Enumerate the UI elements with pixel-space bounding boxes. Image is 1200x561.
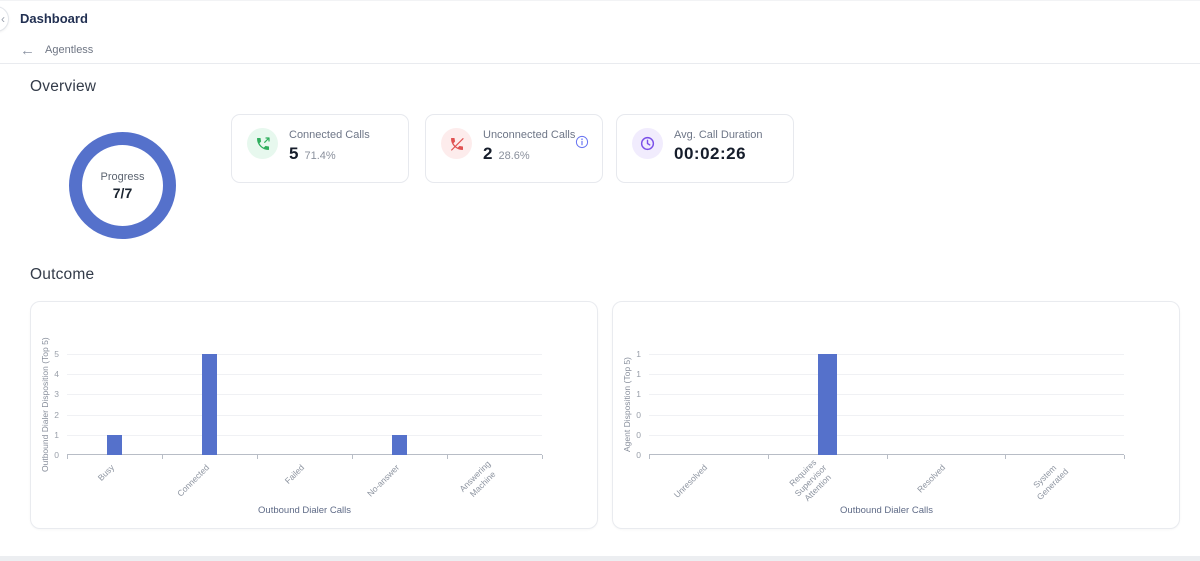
card-value: 00:02:26: [674, 144, 747, 163]
card-value-row: 00:02:26: [674, 144, 762, 164]
x-axis-tick: [257, 455, 258, 459]
card-value: 2: [483, 144, 493, 163]
info-circle-icon[interactable]: [575, 135, 589, 149]
y-tick-label: 1: [636, 389, 641, 400]
y-axis-title: Outbound Dialer Disposition (Top 5): [40, 337, 50, 472]
y-gridline: [67, 414, 542, 416]
progress-value: 7/7: [112, 184, 133, 201]
card-label: Unconnected Calls: [483, 129, 576, 141]
card-body: Unconnected Calls 2 28.6%: [483, 129, 575, 164]
outbound-dialer-disposition-chart: 0 1 2 3 4 5 Busy Connected Failed No-answer Answer…: [30, 301, 598, 529]
progress-label: Progress: [100, 170, 145, 183]
x-category-label: Requires Supervisor Attention: [787, 457, 834, 504]
y-gridline: [67, 374, 542, 376]
back-arrow-icon[interactable]: ←: [20, 41, 35, 59]
y-gridline: [649, 394, 1124, 396]
y-gridline: [67, 434, 542, 436]
y-tick-label: 4: [54, 369, 59, 380]
agent-disposition-chart: 0 0 0 1 1 1 Unresolved Requires Supervisor Atte…: [612, 301, 1180, 529]
plot-area: 0 0 0 1 1 1 Unresolved Requires Supervisor Atte…: [636, 349, 1125, 503]
card-percent: 28.6%: [498, 150, 530, 162]
x-category-label: Unresolved: [672, 462, 710, 500]
x-category-label: System Generated: [1030, 462, 1070, 502]
x-axis-tick: [447, 455, 448, 459]
x-axis-tick: [1124, 455, 1125, 459]
y-gridline: [649, 374, 1124, 376]
outcome-section-title: Outcome: [30, 266, 95, 283]
breadcrumb: ← Agentless: [20, 40, 93, 60]
y-tick-label: 5: [54, 349, 59, 359]
bar-connected[interactable]: [202, 354, 217, 455]
y-tick-label: 1: [636, 369, 641, 380]
sidebar-collapse-button[interactable]: ‹: [0, 6, 9, 32]
card-label: Connected Calls: [289, 129, 370, 141]
bar-no-answer[interactable]: [392, 434, 407, 455]
x-axis-title: Outbound Dialer Calls: [840, 505, 933, 516]
x-axis-tick: [352, 455, 353, 459]
card-label: Avg. Call Duration: [674, 129, 763, 141]
y-tick-label: 0: [636, 450, 641, 460]
bottom-strip: [0, 556, 1200, 561]
x-axis-tick: [162, 455, 163, 459]
x-category-label: Connected: [174, 462, 211, 499]
x-category-label: Resolved: [914, 462, 948, 495]
overview-section-title: Overview: [30, 78, 97, 95]
y-gridline: [67, 394, 542, 396]
breadcrumb-label: Agentless: [45, 44, 94, 56]
x-axis-tick: [649, 455, 650, 459]
x-category-label: Failed: [282, 462, 306, 486]
card-value: 5: [289, 144, 299, 163]
x-axis-tick: [1005, 455, 1007, 459]
y-axis-title: Agent Disposition (Top 5): [622, 357, 632, 452]
x-axis-tick: [67, 455, 68, 459]
y-gridline: [67, 354, 542, 355]
page-title: Dashboard: [20, 11, 88, 26]
card-body: Connected Calls 5 71.4%: [289, 129, 370, 164]
x-category-label: Busy: [95, 462, 116, 483]
x-category-label: Answering Machine: [456, 458, 497, 499]
card-percent: 71.4%: [304, 150, 336, 162]
progress-donut: Progress 7/7: [69, 132, 176, 239]
clock-icon: [632, 128, 663, 159]
y-tick-label: 1: [636, 349, 641, 359]
y-tick-label: 3: [54, 389, 59, 400]
header-divider: [0, 63, 1200, 64]
y-tick-label: 1: [54, 429, 59, 440]
card-body: Avg. Call Duration 00:02:26: [674, 129, 762, 164]
y-tick-label: 0: [54, 450, 59, 460]
y-tick-label: 0: [636, 429, 641, 440]
card-value-row: 5 71.4%: [289, 144, 370, 164]
x-axis-tick: [767, 455, 769, 459]
x-axis-tick: [542, 455, 543, 459]
card-value-row: 2 28.6%: [483, 144, 575, 164]
y-tick-label: 2: [54, 409, 59, 420]
y-gridline: [649, 434, 1124, 436]
x-axis-title: Outbound Dialer Calls: [258, 505, 351, 516]
x-axis-tick: [886, 455, 888, 459]
bar-busy[interactable]: [107, 434, 122, 455]
unconnected-calls-card: Unconnected Calls 2 28.6%: [425, 114, 603, 183]
plot-area: 0 1 2 3 4 5 Busy Connected Failed No-answer Answer…: [54, 349, 543, 499]
x-category-label: No-answer: [364, 462, 401, 499]
phone-outgoing-icon: [247, 128, 278, 159]
bar-requires-supervisor-attention[interactable]: [817, 354, 837, 455]
y-gridline: [649, 414, 1124, 416]
avg-call-duration-card: Avg. Call Duration 00:02:26: [616, 114, 794, 183]
y-tick-label: 0: [636, 409, 641, 420]
y-gridline: [649, 354, 1124, 355]
connected-calls-card: Connected Calls 5 71.4%: [231, 114, 409, 183]
phone-slash-icon: [441, 128, 472, 159]
